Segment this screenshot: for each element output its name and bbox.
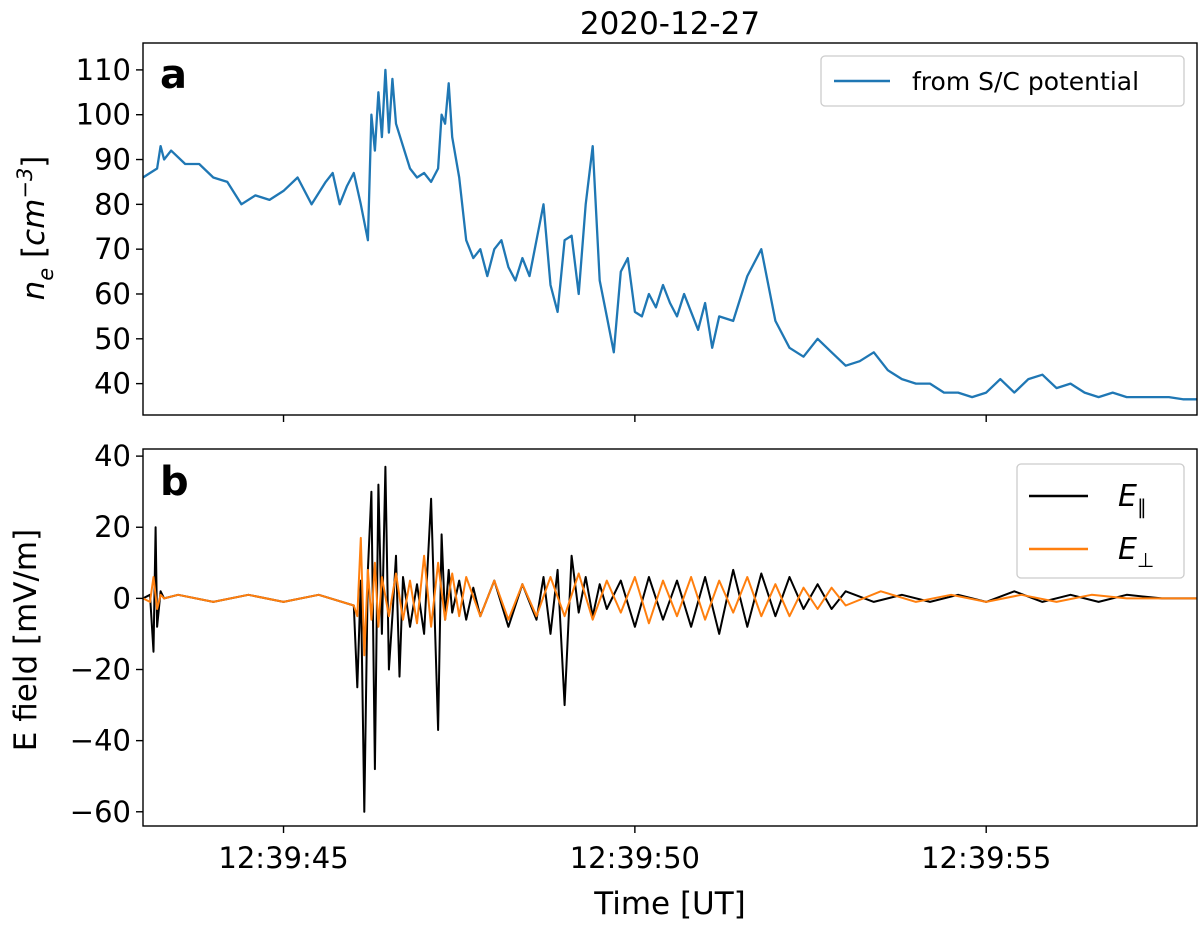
y-tick-label: 100 xyxy=(76,98,131,132)
y-tick-label: 90 xyxy=(94,143,131,177)
panel-letter-a: a xyxy=(160,52,187,98)
x-ticks-panel-b: 12:39:45 12:39:50 12:39:55 xyxy=(218,826,1051,875)
y-tick-label: 40 xyxy=(94,367,131,401)
x-tick-label: 12:39:55 xyxy=(921,841,1051,875)
legend-label-e-parallel: E∥ xyxy=(1118,479,1147,519)
x-tick-label: 12:39:45 xyxy=(218,841,348,875)
legend-label-ne: from S/C potential xyxy=(912,67,1139,96)
y-tick-label: −60 xyxy=(70,795,131,829)
y-tick-label: 20 xyxy=(94,510,131,544)
axes-frame-panel-a xyxy=(142,42,1198,416)
figure-title: 2020-12-27 xyxy=(580,6,760,42)
panel-letter-b: b xyxy=(160,459,189,505)
y-tick-label: 40 xyxy=(94,439,131,473)
y-tick-label: 0 xyxy=(113,581,131,615)
legend-panel-b: E∥ E⊥ xyxy=(1016,463,1185,579)
y-tick-label: 110 xyxy=(76,53,131,87)
legend-frame xyxy=(1016,463,1185,579)
axes-frame-panel-b xyxy=(142,448,1198,827)
y-axis-label-panel-a: ne [cm−3] xyxy=(13,156,58,301)
y-ticks-panel-a: 40 50 60 70 80 90 100 110 xyxy=(76,53,143,401)
y-tick-label: 70 xyxy=(94,232,131,266)
y-tick-label: −20 xyxy=(70,653,131,687)
series-line-e-perp xyxy=(142,536,1197,657)
x-ticks-panel-a xyxy=(282,415,987,422)
x-axis-label: Time [UT] xyxy=(593,886,746,922)
y-tick-label: 80 xyxy=(94,187,131,221)
y-tick-label: 60 xyxy=(94,277,131,311)
y-axis-label-panel-b: E field [mV/m] xyxy=(8,529,44,751)
x-tick-label: 12:39:50 xyxy=(570,841,700,875)
y-ticks-panel-b: −60 −40 −20 0 20 40 xyxy=(70,439,143,829)
series-line-ne xyxy=(142,68,1197,401)
series-line-e-parallel xyxy=(142,465,1197,813)
legend-frame xyxy=(820,55,1185,107)
legend-panel-a: from S/C potential xyxy=(820,55,1185,107)
panel-a-density: 40 50 60 70 80 90 100 110 a ne [cm−3] from S/C … xyxy=(13,42,1198,422)
y-tick-label: 50 xyxy=(94,322,131,356)
y-tick-label: −40 xyxy=(70,724,131,758)
